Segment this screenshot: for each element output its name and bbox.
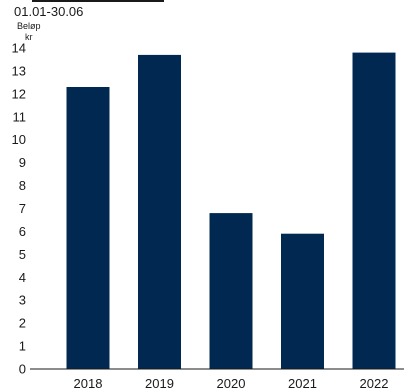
y-tick-label: 4 bbox=[19, 270, 26, 285]
x-tick-label: 2018 bbox=[74, 376, 103, 391]
y-tick-label: 14 bbox=[12, 41, 26, 56]
bars bbox=[67, 53, 396, 369]
y-tick-label: 11 bbox=[13, 109, 27, 124]
bar-2019 bbox=[138, 55, 181, 369]
y-tick-label: 9 bbox=[19, 155, 26, 170]
x-tick-label: 2019 bbox=[145, 376, 174, 391]
bar-2018 bbox=[67, 87, 110, 369]
y-tick-label: 5 bbox=[19, 247, 26, 262]
y-tick-label: 13 bbox=[12, 63, 26, 78]
y-tick-label: 12 bbox=[12, 86, 26, 101]
x-axis-ticks: 2018 2019 2020 2021 2022 bbox=[74, 376, 389, 391]
y-axis-unit: kr bbox=[25, 32, 33, 42]
bar-2020 bbox=[210, 213, 253, 369]
x-tick-label: 2020 bbox=[217, 376, 246, 391]
y-tick-label: 7 bbox=[19, 201, 26, 216]
y-tick-label: 1 bbox=[19, 339, 26, 354]
y-axis-label: Beløp bbox=[17, 21, 41, 31]
bar-2021 bbox=[281, 234, 324, 369]
bar-2022 bbox=[353, 53, 396, 369]
x-tick-label: 2022 bbox=[360, 376, 389, 391]
y-tick-label: 2 bbox=[19, 316, 26, 331]
chart-subtitle: 01.01-30.06 bbox=[14, 4, 83, 19]
cropped-title-fragment bbox=[32, 0, 164, 2]
x-tick-label: 2021 bbox=[288, 376, 317, 391]
y-tick-label: 3 bbox=[19, 293, 26, 308]
y-tick-label: 0 bbox=[19, 362, 26, 377]
y-tick-label: 6 bbox=[19, 224, 26, 239]
y-tick-label: 10 bbox=[12, 132, 26, 147]
y-tick-label: 8 bbox=[19, 178, 26, 193]
